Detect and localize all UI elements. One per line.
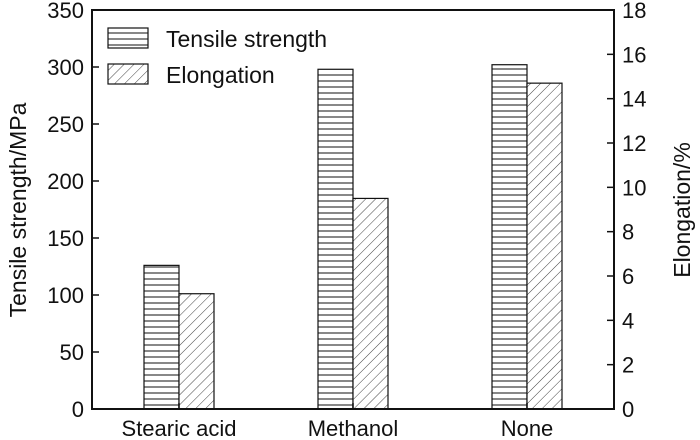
y-left-tick-label: 350	[47, 0, 84, 23]
y-left-tick-label: 100	[47, 283, 84, 308]
y-left-tick-label: 0	[72, 397, 84, 422]
y-left-tick-label: 300	[47, 55, 84, 80]
y-right-tick-label: 0	[622, 397, 634, 422]
x-tick-label-methanol: Methanol	[308, 416, 399, 440]
legend-label-tensile-strength: Tensile strength	[166, 26, 327, 52]
x-tick-label-none: None	[501, 416, 554, 440]
y-right-tick-label: 14	[622, 87, 646, 112]
y-right-tick-label: 6	[622, 264, 634, 289]
plot-frame	[91, 9, 615, 410]
right-axis-ticks: 0 2 4 6 8 10 12 14 16 18	[607, 0, 646, 422]
x-tick-label-stearic-acid: Stearic acid	[122, 416, 237, 440]
x-axis-tick-labels: Stearic acid Methanol None	[122, 403, 554, 440]
bar-elongation-methanol	[352, 197, 389, 410]
y-left-tick-label: 50	[60, 340, 84, 365]
y-right-tick-label: 4	[622, 308, 634, 333]
legend-label-elongation: Elongation	[166, 62, 275, 88]
bar-tensile-strength-stearic-acid	[143, 264, 180, 410]
bar-tensile-strength-none	[491, 64, 528, 410]
y-right-tick-label: 12	[622, 131, 646, 156]
y-left-axis-title: Tensile strength/MPa	[5, 102, 31, 317]
y-right-tick-label: 18	[622, 0, 646, 23]
legend-swatch-elongation	[107, 63, 149, 85]
bar-elongation-none	[526, 82, 563, 410]
y-right-tick-label: 16	[622, 42, 646, 67]
y-right-tick-label: 2	[622, 353, 634, 378]
y-left-tick-label: 200	[47, 169, 84, 194]
y-left-tick-label: 250	[47, 112, 84, 137]
bar-elongation-stearic-acid	[178, 293, 215, 410]
y-right-tick-label: 10	[622, 175, 646, 200]
legend-swatch-tensile-strength	[107, 27, 149, 49]
legend: Tensile strength Elongation	[107, 26, 327, 88]
left-axis-ticks: 0 50 100 150 200 250 300 350	[47, 0, 99, 422]
y-right-axis-title: Elongation/%	[669, 142, 695, 278]
y-left-tick-label: 150	[47, 226, 84, 251]
bar-tensile-strength-methanol	[317, 68, 354, 410]
y-right-tick-label: 8	[622, 220, 634, 245]
bars-group	[143, 64, 563, 410]
